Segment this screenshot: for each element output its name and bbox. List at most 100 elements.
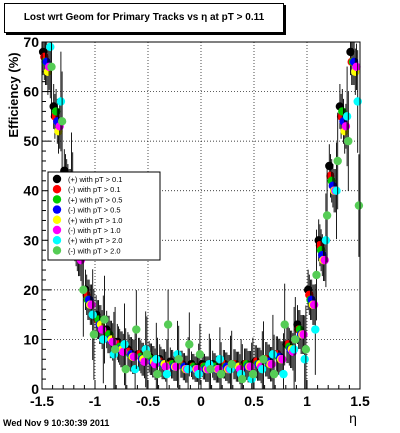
- data-point: [267, 360, 276, 369]
- y-tick-label-4: 40: [23, 183, 39, 199]
- data-point: [309, 300, 319, 309]
- data-point: [332, 186, 341, 195]
- x-axis-label: η: [349, 410, 357, 426]
- data-point: [99, 335, 108, 344]
- data-point: [161, 362, 170, 371]
- data-point: [132, 325, 141, 334]
- legend-marker-2: [52, 195, 62, 204]
- data-point: [183, 364, 193, 374]
- legend-label-3: (-) with pT > 0.5: [68, 206, 121, 215]
- data-point: [246, 362, 255, 371]
- data-point: [280, 320, 289, 329]
- data-point: [87, 300, 96, 309]
- data-point: [162, 369, 172, 379]
- legend-marker-6: [52, 236, 62, 245]
- data-point: [312, 270, 321, 280]
- plot-frame: [41, 41, 361, 390]
- data-point: [354, 201, 364, 210]
- legend-marker-3: [52, 205, 62, 214]
- data-point: [46, 42, 55, 52]
- data-point: [289, 345, 299, 354]
- data-point: [152, 355, 161, 364]
- data-point: [56, 97, 66, 106]
- data-point: [300, 355, 309, 364]
- x-tick-label-4: 0.5: [244, 393, 264, 409]
- x-tick-label-2: -0.5: [136, 393, 160, 409]
- data-point: [258, 364, 267, 374]
- data-point: [248, 369, 258, 379]
- data-point: [195, 350, 205, 359]
- y-tick-label-1: 10: [23, 331, 39, 347]
- data-point: [268, 350, 278, 359]
- x-tick-label-0: -1.5: [30, 393, 54, 409]
- data-point: [227, 360, 236, 369]
- data-point: [322, 211, 332, 220]
- data-point: [100, 315, 109, 324]
- data-point: [325, 161, 334, 171]
- data-point: [51, 107, 61, 116]
- data-point: [346, 47, 355, 57]
- data-point: [311, 325, 320, 334]
- y-tick-label-2: 20: [23, 282, 39, 298]
- data-point: [216, 369, 226, 379]
- data-point: [174, 355, 183, 364]
- data-point: [108, 337, 117, 347]
- legend-marker-1: [52, 185, 62, 194]
- x-tick-label-1: -1: [89, 393, 102, 409]
- data-point: [215, 355, 225, 364]
- data-point: [57, 117, 67, 126]
- x-tick-label-5: 1: [303, 393, 311, 409]
- data-point: [353, 97, 362, 106]
- y-tick-label-5: 50: [23, 133, 39, 149]
- data-point: [89, 330, 99, 339]
- data-point: [185, 340, 194, 349]
- data-point: [97, 325, 107, 334]
- legend-label-2: (+) with pT > 0.5: [68, 195, 122, 204]
- data-point: [278, 355, 287, 364]
- data-point: [120, 340, 129, 349]
- data-point: [299, 330, 308, 339]
- x-tick-label-3: 0: [197, 393, 205, 409]
- legend-marker-5: [52, 225, 62, 235]
- data-point: [344, 136, 353, 146]
- data-point: [301, 345, 311, 354]
- data-point: [172, 362, 181, 371]
- data-point: [140, 357, 149, 366]
- legend-label-7: (-) with pT > 2.0: [68, 246, 121, 255]
- legend-box: [47, 171, 161, 261]
- data-point: [194, 369, 203, 379]
- data-point: [130, 364, 140, 374]
- legend-marker-0: [52, 174, 62, 184]
- data-point: [79, 285, 88, 295]
- data-point: [341, 122, 351, 131]
- x-tick-label-6: 1.5: [350, 393, 370, 409]
- y-tick-label-7: 70: [23, 34, 39, 50]
- data-point: [88, 310, 97, 319]
- data-point: [352, 62, 361, 71]
- data-point: [342, 112, 352, 121]
- data-point: [121, 364, 130, 374]
- y-tick-label-6: 60: [23, 84, 39, 100]
- data-point: [291, 335, 300, 344]
- legend-label-1: (-) with pT > 0.1: [68, 185, 121, 194]
- data-point: [238, 374, 247, 384]
- data-point: [119, 347, 128, 357]
- y-tick-label-0: 0: [31, 381, 39, 397]
- data-point: [142, 350, 152, 359]
- title-box: Lost wrt Geom for Primary Tracks vs η at…: [4, 3, 284, 33]
- data-point: [269, 369, 279, 379]
- data-point: [320, 255, 329, 265]
- legend-marker-7: [52, 246, 62, 255]
- data-point: [259, 355, 268, 364]
- data-point: [279, 369, 288, 379]
- timestamp: Wed Nov 9 10:30:39 2011: [3, 418, 110, 428]
- data-point: [129, 352, 139, 361]
- legend-label-6: (+) with pT > 2.0: [68, 236, 122, 245]
- data-point: [206, 364, 215, 374]
- data-point: [153, 369, 162, 379]
- legend-label-5: (-) with pT > 1.0: [68, 226, 121, 235]
- data-point: [321, 236, 331, 245]
- legend-label-0: (+) with pT > 0.1: [68, 175, 122, 184]
- chart-title: Lost wrt Geom for Primary Tracks vs η at…: [23, 12, 265, 23]
